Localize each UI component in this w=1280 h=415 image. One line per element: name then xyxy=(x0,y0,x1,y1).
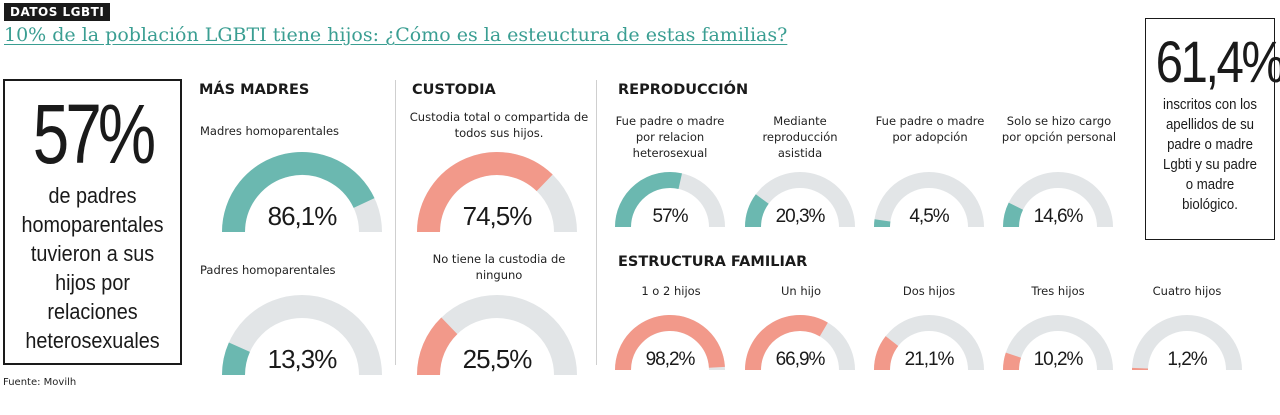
gauge: 25,5% xyxy=(417,295,577,376)
gauge-label: Fue padre o madre por relacion heterosex… xyxy=(615,114,725,160)
left-stat-description: de padres homoparentales tuvieron a sus … xyxy=(14,181,172,355)
gauge-label: 1 o 2 hijos xyxy=(641,284,701,298)
gauge-label: Madres homoparentales xyxy=(200,124,340,138)
gauge-value: 4,5% xyxy=(909,206,949,227)
gauge-label: Un hijo xyxy=(780,284,822,298)
left-stat-line: de padres xyxy=(48,183,137,208)
gauge-label: No tiene la custodia de ninguno xyxy=(432,252,566,282)
left-stat-line: hijos por xyxy=(55,270,130,295)
section-heading-mas-madres: MÁS MADRES xyxy=(199,82,310,98)
gauge-label: Fue padre o madre por adopción xyxy=(875,114,985,144)
gauge: 1,2% xyxy=(1132,315,1242,371)
gauge-fill xyxy=(615,172,682,228)
gauge-value: 66,9% xyxy=(776,349,826,370)
gauge: 20,3% xyxy=(745,172,855,228)
gauge-fill xyxy=(874,336,899,371)
left-stat-line: heterosexuales xyxy=(25,328,160,353)
gauge-fill xyxy=(222,152,375,233)
gauge-fill xyxy=(417,152,553,233)
left-stat-line: tuvieron a sus xyxy=(30,241,155,266)
gauge-fill xyxy=(615,315,725,371)
gauge-value: 20,3% xyxy=(776,206,826,227)
right-stat-line: padre o madre xyxy=(1167,136,1253,153)
gauge: 13,3% xyxy=(222,295,382,376)
column-divider xyxy=(395,80,396,365)
right-stat-box: 61,4% inscritos con los apellidos de su … xyxy=(1145,18,1280,240)
right-stat-line: apellidos de su xyxy=(1165,116,1255,133)
gauge: 66,9% xyxy=(745,315,855,371)
gauge: 57% xyxy=(615,172,725,228)
column-divider xyxy=(596,80,597,365)
gauge-value: 1,2% xyxy=(1167,349,1207,370)
right-stat-value: 61,4% xyxy=(1155,30,1280,95)
gauge-fill xyxy=(1003,202,1024,228)
right-stat-description: inscritos con los apellidos de su padre … xyxy=(1154,95,1267,215)
section-heading-custodia: CUSTODIA xyxy=(412,82,496,98)
gauge-label: Cuatro hijos xyxy=(1152,284,1222,298)
left-stat-line: homoparentales xyxy=(21,212,164,237)
left-stat-box: 57% de padres homoparentales tuvieron a … xyxy=(3,79,182,365)
gauge-value: 74,5% xyxy=(463,201,533,231)
gauge-label: Dos hijos xyxy=(902,284,956,298)
section-heading-estructura: ESTRUCTURA FAMILIAR xyxy=(618,254,808,270)
gauge-fill xyxy=(745,194,769,228)
gauge-value: 98,2% xyxy=(646,349,696,370)
right-stat-line: biológico. xyxy=(1182,196,1238,213)
gauge-label: Tres hijos xyxy=(1031,284,1085,298)
gauge: 74,5% xyxy=(417,152,577,233)
gauge: 4,5% xyxy=(874,172,984,228)
gauge-track xyxy=(222,295,382,376)
gauge-label: Padres homoparentales xyxy=(200,263,336,277)
gauge-fill xyxy=(222,342,251,376)
gauge-value: 13,3% xyxy=(268,344,338,374)
gauge: 86,1% xyxy=(222,152,382,233)
gauge: 21,1% xyxy=(874,315,984,371)
left-stat-line: relaciones xyxy=(47,299,138,324)
gauge-label: Solo se hizo cargo por opción personal xyxy=(1001,114,1117,144)
gauge: 14,6% xyxy=(1003,172,1113,228)
gauge-track xyxy=(874,172,984,228)
gauge-fill xyxy=(417,317,458,376)
gauge-label: Mediante reproducción asistida xyxy=(762,114,838,160)
gauge-value: 86,1% xyxy=(268,201,338,231)
source-note: Fuente: Movilh xyxy=(3,377,77,388)
gauge-fill xyxy=(745,315,828,371)
gauge-value: 25,5% xyxy=(463,344,533,374)
gauge-track xyxy=(1003,315,1113,371)
gauge: 98,2% xyxy=(615,315,725,371)
gauge-fill xyxy=(1003,352,1022,371)
gauge-track xyxy=(1132,315,1242,371)
gauge-label: Custodia total o compartida de todos sus… xyxy=(409,110,589,140)
right-stat-line: o madre xyxy=(1185,176,1235,193)
section-heading-reproduccion: REPRODUCCIÓN xyxy=(618,82,749,98)
left-stat-value: 57% xyxy=(32,87,156,181)
right-stat-line: inscritos con los xyxy=(1163,96,1257,113)
gauge-value: 21,1% xyxy=(905,349,955,370)
right-stat-line: Lgbti y su padre xyxy=(1163,156,1257,173)
section-tag: DATOS LGBTI xyxy=(4,3,111,21)
gauge-value: 14,6% xyxy=(1034,206,1084,227)
page-title: 10% de la población LGBTI tiene hijos: ¿… xyxy=(4,24,788,46)
gauge-value: 57% xyxy=(652,206,688,227)
gauge: 10,2% xyxy=(1003,315,1113,371)
gauge-value: 10,2% xyxy=(1034,349,1084,370)
